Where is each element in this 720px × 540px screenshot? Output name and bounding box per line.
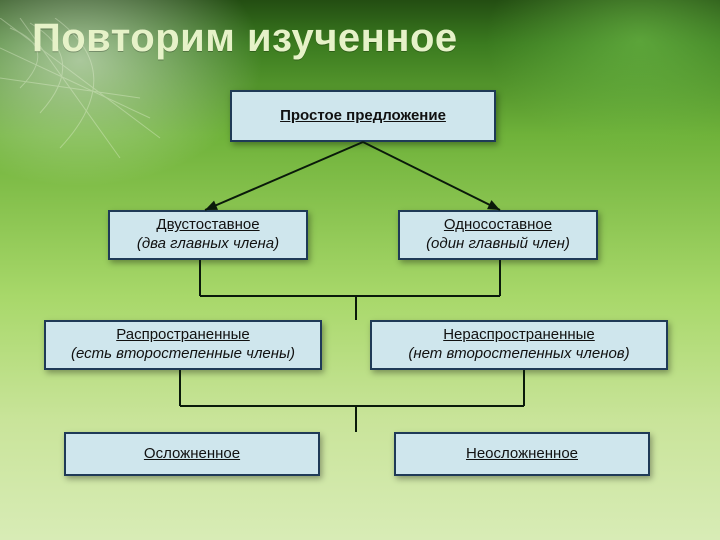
node-two-part: Двустоставное (два главных члена) [108,210,308,260]
node-one-part-term: Односоставное [444,216,552,235]
node-two-part-term: Двустоставное [156,216,259,235]
node-two-part-note: (два главных члена) [137,235,279,254]
node-uncomplicated: Неосложненное [394,432,650,476]
node-one-part-note: (один главный член) [426,235,570,254]
slide-title: Повторим изученное [32,16,458,61]
node-extended: Распространенные (есть второстепенные чл… [44,320,322,370]
slide-stage: Повторим изученное Простое предложение Д… [0,0,720,540]
node-complicated-term: Осложненное [144,445,240,464]
node-nonextended-term: Нераспространенные [443,326,595,345]
node-root-term: Простое предложение [280,107,446,126]
node-uncomplicated-term: Неосложненное [466,445,578,464]
node-extended-term: Распространенные [116,326,250,345]
node-one-part: Односоставное (один главный член) [398,210,598,260]
node-root: Простое предложение [230,90,496,142]
node-nonextended: Нераспространенные (нет второстепенных ч… [370,320,668,370]
node-nonextended-note: (нет второстепенных членов) [408,345,629,364]
node-extended-note: (есть второстепенные члены) [71,345,295,364]
node-complicated: Осложненное [64,432,320,476]
